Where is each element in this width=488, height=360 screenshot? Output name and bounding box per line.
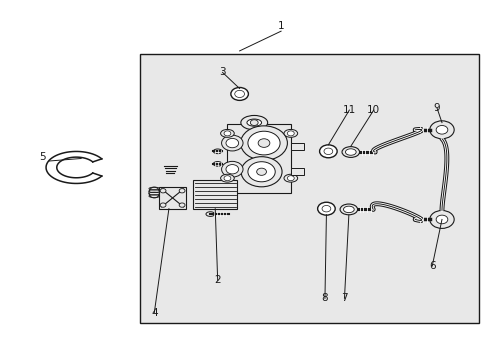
Bar <box>290 168 304 175</box>
Circle shape <box>258 139 269 147</box>
Circle shape <box>287 176 294 181</box>
Text: 5: 5 <box>39 152 45 162</box>
Circle shape <box>250 120 258 126</box>
Circle shape <box>435 126 447 134</box>
Text: 8: 8 <box>321 293 327 303</box>
Circle shape <box>160 203 165 207</box>
Ellipse shape <box>213 162 222 166</box>
Ellipse shape <box>341 147 359 157</box>
Bar <box>140 54 478 323</box>
Circle shape <box>317 202 334 215</box>
Circle shape <box>225 165 238 174</box>
Text: 6: 6 <box>428 261 435 271</box>
Bar <box>227 125 290 193</box>
Ellipse shape <box>345 149 355 155</box>
Circle shape <box>247 131 280 155</box>
Circle shape <box>221 161 243 177</box>
Circle shape <box>256 168 266 175</box>
Bar <box>159 187 185 209</box>
Circle shape <box>429 211 453 228</box>
Text: 1: 1 <box>277 21 284 31</box>
Circle shape <box>240 126 287 160</box>
Text: 10: 10 <box>366 105 380 115</box>
Circle shape <box>225 138 238 148</box>
Text: 4: 4 <box>151 308 157 318</box>
Ellipse shape <box>149 187 159 198</box>
Text: 2: 2 <box>214 275 221 285</box>
Circle shape <box>179 203 184 207</box>
Text: 3: 3 <box>219 67 225 77</box>
Circle shape <box>224 131 230 136</box>
Circle shape <box>324 148 332 154</box>
Ellipse shape <box>246 119 261 126</box>
Text: 7: 7 <box>341 293 347 303</box>
Bar <box>290 143 304 149</box>
Ellipse shape <box>339 204 357 215</box>
Circle shape <box>179 189 184 193</box>
Ellipse shape <box>343 206 353 213</box>
Text: 11: 11 <box>342 105 355 115</box>
Circle shape <box>247 162 275 182</box>
Ellipse shape <box>205 212 214 216</box>
Ellipse shape <box>284 174 297 182</box>
Circle shape <box>234 90 244 98</box>
Text: 9: 9 <box>433 103 440 113</box>
Circle shape <box>224 176 230 181</box>
Bar <box>193 180 237 209</box>
Circle shape <box>230 87 248 100</box>
Circle shape <box>319 145 336 158</box>
Circle shape <box>221 135 243 151</box>
Ellipse shape <box>284 130 297 137</box>
Ellipse shape <box>220 174 234 182</box>
Circle shape <box>241 157 282 187</box>
Circle shape <box>429 121 453 139</box>
Ellipse shape <box>220 130 234 137</box>
Ellipse shape <box>213 149 222 154</box>
Circle shape <box>287 131 294 136</box>
Circle shape <box>160 189 165 193</box>
Circle shape <box>435 215 447 224</box>
Ellipse shape <box>241 116 267 130</box>
Circle shape <box>322 206 330 212</box>
